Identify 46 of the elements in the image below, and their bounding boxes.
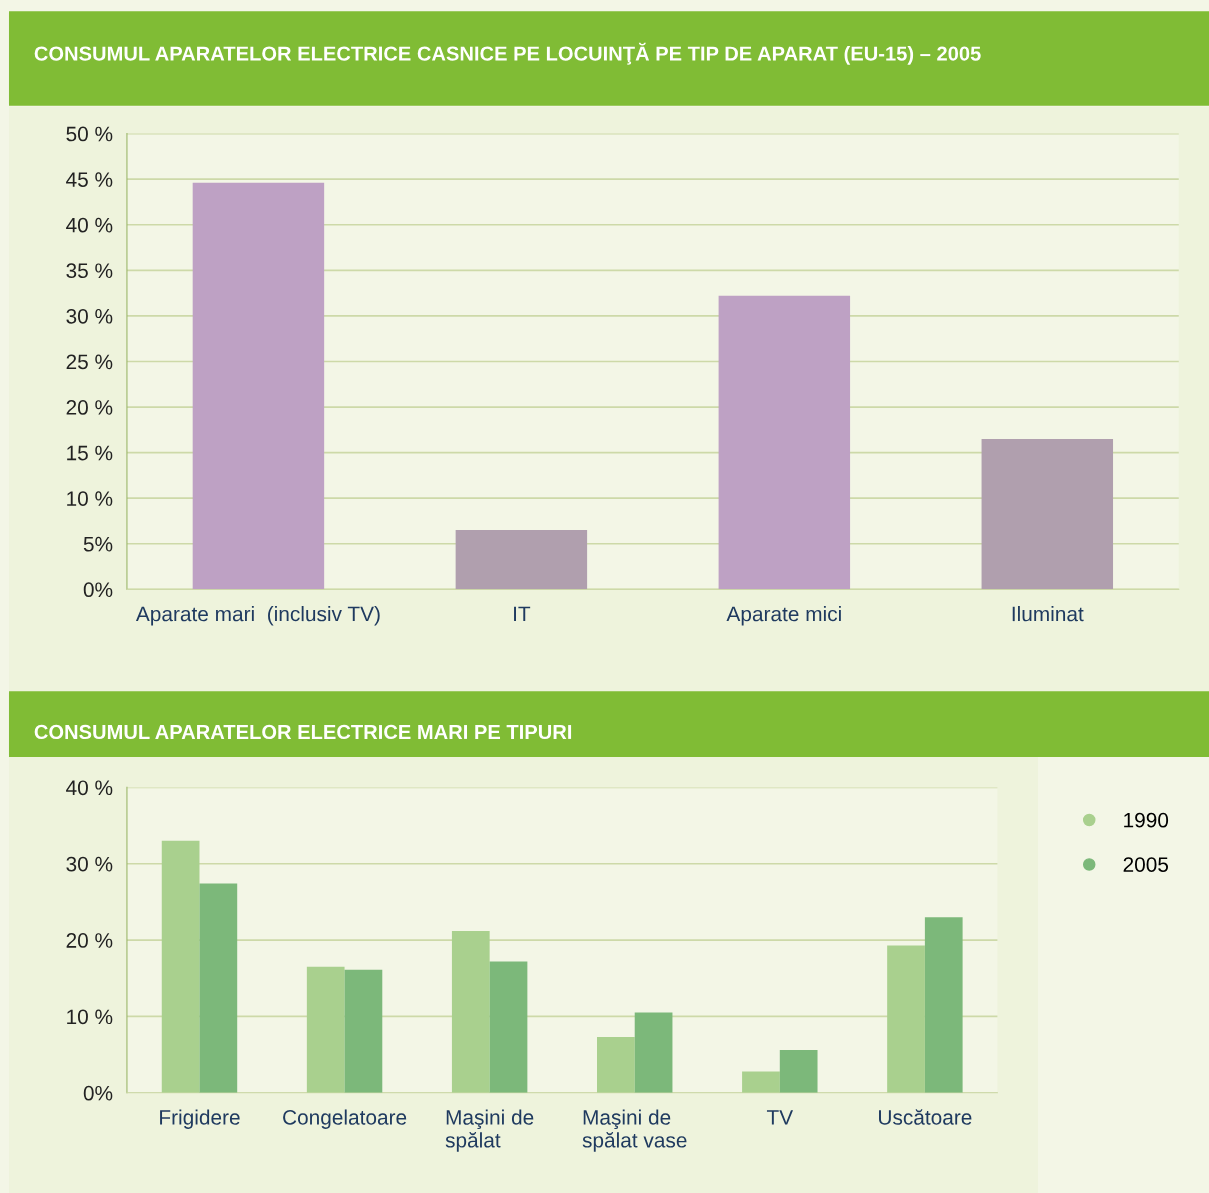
bar bbox=[597, 1037, 635, 1093]
y-tick-label: 25 % bbox=[66, 354, 113, 370]
bar bbox=[192, 182, 325, 590]
y-tick-label: 0% bbox=[83, 582, 113, 598]
bar bbox=[455, 530, 588, 590]
y-tick-label: 0% bbox=[83, 1085, 113, 1101]
x-tick-label: Maşini de spălat bbox=[445, 1109, 534, 1152]
x-tick-label: Maşini de spălat vase bbox=[582, 1109, 687, 1152]
y-tick-label: 15 % bbox=[67, 445, 113, 461]
x-tick-label: Frigidere bbox=[160, 1109, 240, 1129]
x-tick-label: TV bbox=[766, 1110, 794, 1125]
y-tick-label: 35 % bbox=[66, 263, 113, 279]
x-tick-label: Aparate mari (inclusiv TV) bbox=[135, 606, 380, 626]
bar bbox=[742, 1071, 780, 1093]
x-tick-label: Congelatoare bbox=[283, 1109, 407, 1129]
y-tick-label: 40 % bbox=[66, 217, 113, 233]
bar bbox=[634, 1012, 673, 1093]
x-tick-label: Aparate mici bbox=[726, 606, 841, 626]
bar bbox=[199, 883, 238, 1093]
y-tick-label: 30 % bbox=[66, 308, 113, 324]
y-tick-label: 50 % bbox=[66, 126, 113, 142]
y-tick-label: 30 % bbox=[66, 856, 113, 872]
bar bbox=[924, 917, 963, 1093]
bar bbox=[981, 438, 1114, 590]
x-tick-label: Uscătoare bbox=[879, 1109, 972, 1125]
bar bbox=[451, 930, 490, 1093]
y-tick-label: 10 % bbox=[67, 491, 113, 506]
x-tick-label: IT bbox=[514, 606, 531, 622]
bar bbox=[161, 840, 200, 1093]
bar bbox=[779, 1050, 818, 1093]
y-tick-label: 20 % bbox=[66, 400, 113, 415]
chart-title: CONSUMUL APARATELOR ELECTRICE CASNICE PE LOCUINŢĂ PE TIP DE APARAT (EU-15) – 2005 bbox=[34, 42, 981, 65]
y-tick-label: 45 % bbox=[66, 172, 113, 187]
y-tick-label: 5% bbox=[83, 536, 113, 552]
bar bbox=[344, 969, 383, 1093]
y-tick-label: 20 % bbox=[66, 933, 113, 948]
legend-label: 1990 bbox=[1124, 812, 1169, 828]
y-tick-label: 10 % bbox=[67, 1009, 113, 1025]
bar bbox=[489, 961, 528, 1093]
bar bbox=[887, 945, 925, 1093]
bar bbox=[718, 295, 851, 590]
legend-label: 2005 bbox=[1123, 857, 1169, 872]
x-tick-label: Iluminat bbox=[1012, 606, 1084, 622]
bar bbox=[306, 966, 345, 1093]
y-tick-label: 40 % bbox=[66, 780, 113, 796]
chart-title: CONSUMUL APARATELOR ELECTRICE MARI PE TIPURI bbox=[34, 724, 572, 740]
